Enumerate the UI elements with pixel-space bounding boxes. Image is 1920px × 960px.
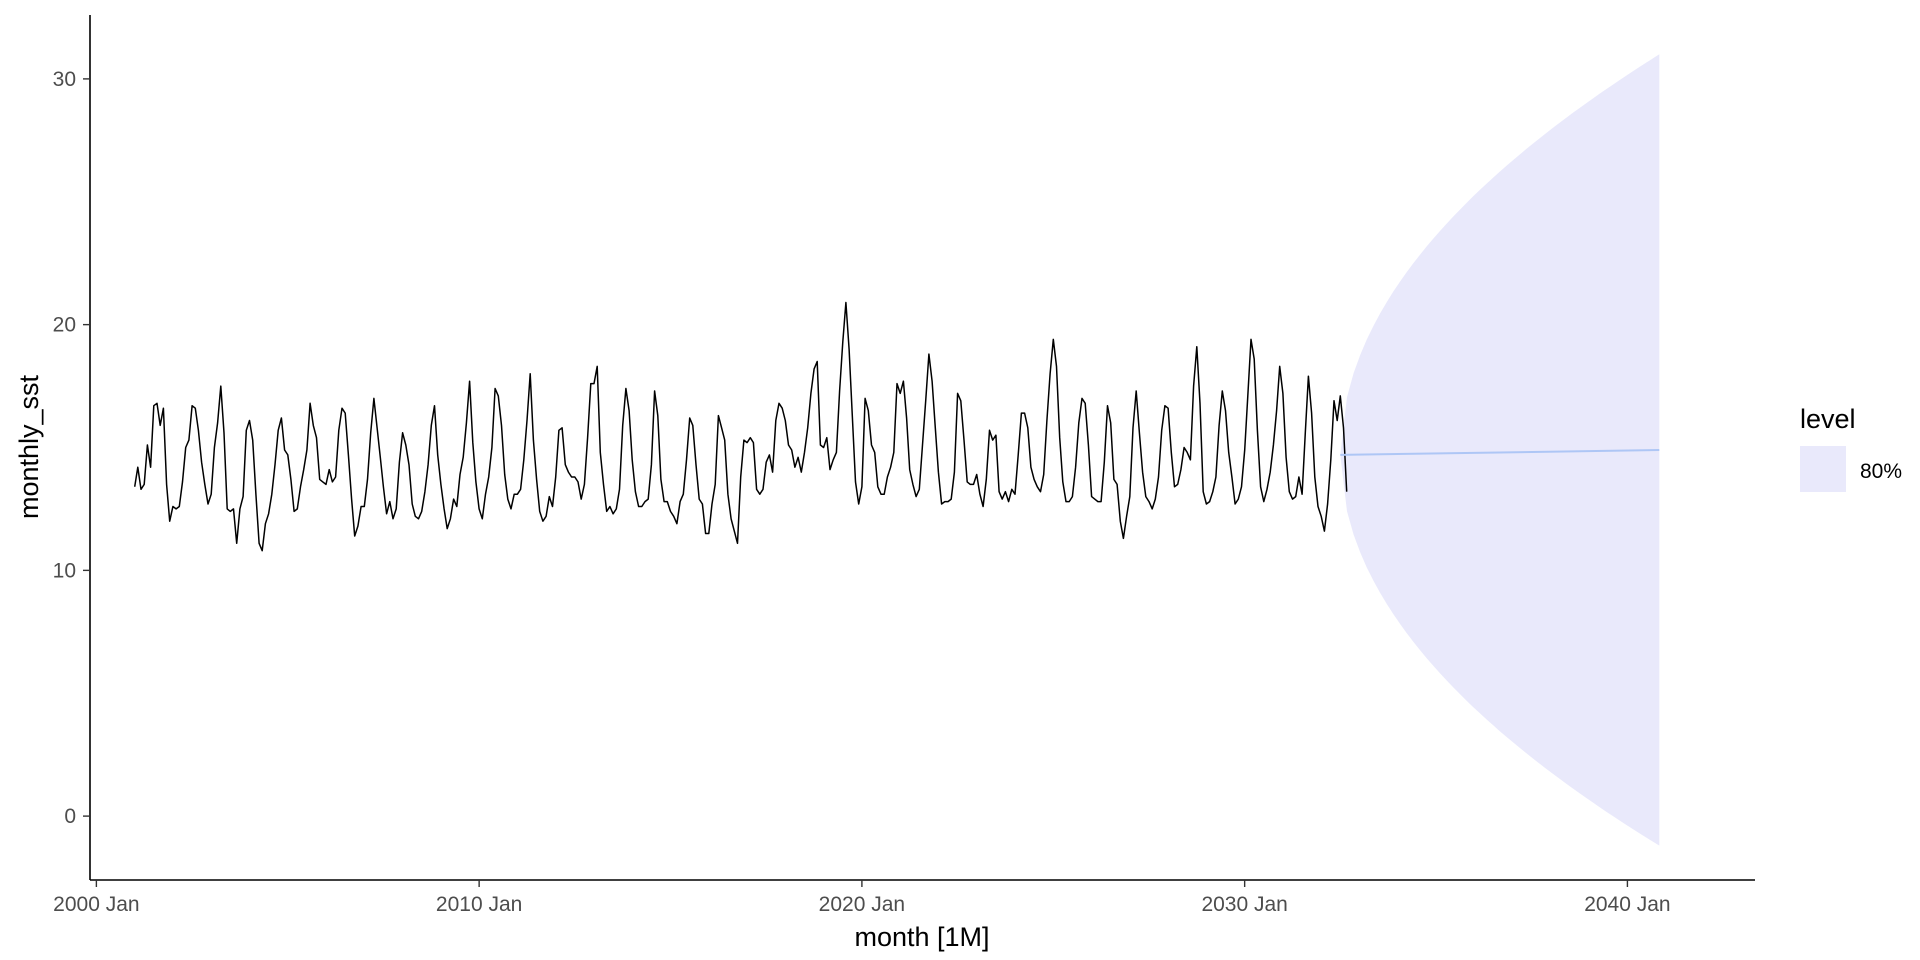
series-layer	[133, 301, 1660, 552]
axes-layer	[89, 15, 1755, 881]
y-tick-label: 30	[53, 68, 76, 91]
legend: level 80%	[1800, 404, 1902, 492]
x-tick-label: 2040 Jan	[1584, 893, 1670, 916]
legend-key-80	[1800, 446, 1846, 492]
x-ticks: 2000 Jan 2010 Jan 2020 Jan 2030 Jan 2040 Jan	[53, 880, 1671, 916]
x-tick-label: 2010 Jan	[436, 893, 522, 916]
x-tick-label: 2030 Jan	[1201, 893, 1287, 916]
x-tick-label: 2020 Jan	[819, 893, 905, 916]
x-tick-label: 2000 Jan	[53, 893, 139, 916]
forecast-mean-line	[1340, 449, 1660, 456]
prediction-interval-layer	[1340, 54, 1660, 846]
y-tick-label: 0	[64, 805, 76, 828]
y-axis-title: monthly_sst	[14, 374, 44, 519]
y-tick-label: 20	[53, 314, 76, 337]
legend-label-80: 80%	[1860, 460, 1902, 483]
x-axis-title: month [1M]	[854, 922, 989, 952]
observed-series-line	[133, 301, 1348, 552]
y-ticks: 0 10 20 30	[53, 68, 90, 828]
legend-title: level	[1800, 404, 1856, 434]
y-tick-label: 10	[53, 559, 76, 582]
prediction-interval-80	[1340, 54, 1660, 846]
